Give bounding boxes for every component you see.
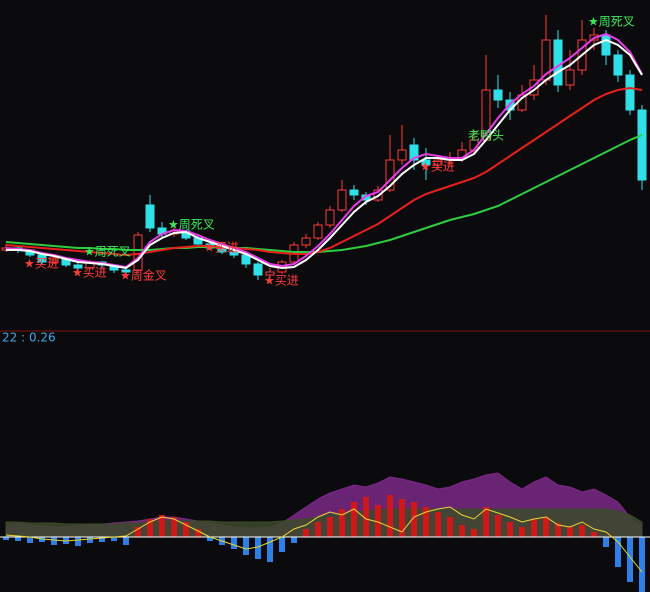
histogram-bar (423, 507, 429, 537)
annotation: 老鸭头 (468, 129, 504, 143)
candle-body (313, 224, 323, 239)
histogram-bar (207, 537, 213, 541)
histogram-bar (15, 537, 21, 541)
annotation: ★周死叉 (168, 218, 215, 232)
annotation: ★买进 (420, 160, 455, 174)
histogram-bar (603, 537, 609, 547)
histogram-bar (147, 519, 153, 537)
histogram-bar (471, 529, 477, 537)
histogram-bar (255, 537, 261, 559)
ma-line (6, 38, 643, 270)
candle-body (301, 237, 311, 246)
histogram-bar (87, 537, 93, 543)
histogram-bar (399, 499, 405, 537)
histogram-bar (111, 537, 117, 541)
annotation: ★买进 (204, 241, 239, 255)
histogram-bar (243, 537, 249, 555)
candle-body (337, 189, 347, 211)
candle-body (409, 144, 419, 161)
histogram-bar (495, 515, 501, 537)
candle-body (265, 271, 275, 276)
candle-body (601, 34, 611, 56)
candle-body (49, 257, 59, 263)
histogram-bar (303, 529, 309, 537)
histogram-bar (327, 517, 333, 537)
histogram-bar (135, 527, 141, 537)
candle-body (421, 159, 431, 166)
histogram-bar (27, 537, 33, 543)
histogram-bar (51, 537, 57, 545)
annotation: ★周死叉 (588, 15, 635, 29)
histogram-bar (615, 537, 621, 567)
histogram-bar (567, 527, 573, 537)
candle-body (253, 263, 263, 276)
histogram-bar (639, 537, 645, 592)
histogram-bar (627, 537, 633, 582)
histogram-bar (579, 525, 585, 537)
histogram-bar (519, 527, 525, 537)
histogram-bar (339, 509, 345, 537)
histogram-bar (351, 502, 357, 537)
histogram-bar (195, 529, 201, 537)
ma-line (5, 134, 643, 253)
annotation: ★买进 (24, 257, 59, 271)
candle-body (397, 149, 407, 161)
candle-body (625, 74, 635, 111)
indicator-line (5, 506, 643, 573)
annotation: ★买进 (72, 266, 107, 280)
histogram-bar (231, 537, 237, 549)
histogram-bar (543, 517, 549, 537)
histogram-bar (591, 532, 597, 537)
ma-line (5, 86, 643, 257)
indicator-label: 22 : 0.26 (2, 331, 56, 345)
histogram-bar (483, 507, 489, 537)
histogram-bar (387, 495, 393, 537)
candle-body (133, 234, 143, 271)
candle-body (229, 251, 239, 256)
histogram-bar (447, 517, 453, 537)
candle-body (121, 269, 131, 273)
candle-body (493, 89, 503, 101)
candle-body (349, 189, 359, 196)
histogram-bar (291, 537, 297, 543)
histogram-bar (267, 537, 273, 562)
histogram-bar (435, 512, 441, 537)
candle-body (433, 159, 443, 166)
candle-body (325, 209, 335, 226)
histogram-bar (183, 522, 189, 537)
histogram-bar (3, 537, 9, 540)
histogram-bar (531, 519, 537, 537)
histogram-bar (507, 522, 513, 537)
histogram-bar (159, 515, 165, 537)
histogram-bar (555, 523, 561, 537)
histogram-bar (411, 502, 417, 537)
annotation: ★周金叉 (120, 268, 167, 283)
annotation: ★买进 (264, 274, 299, 288)
histogram-bar (375, 505, 381, 537)
histogram-bar (315, 522, 321, 537)
candle-body (145, 204, 155, 229)
histogram-bar (171, 517, 177, 537)
histogram-bar (123, 537, 129, 545)
candle-body (73, 264, 83, 269)
histogram-bar (459, 525, 465, 537)
candle-body (613, 54, 623, 76)
histogram-bar (363, 497, 369, 537)
candle-body (565, 69, 575, 86)
candle-body (553, 39, 563, 86)
histogram-bar (99, 537, 105, 542)
annotation: ★周死叉 (84, 245, 131, 259)
histogram-bar (75, 537, 81, 546)
candle-body (637, 109, 647, 181)
histogram-bar (279, 537, 285, 552)
